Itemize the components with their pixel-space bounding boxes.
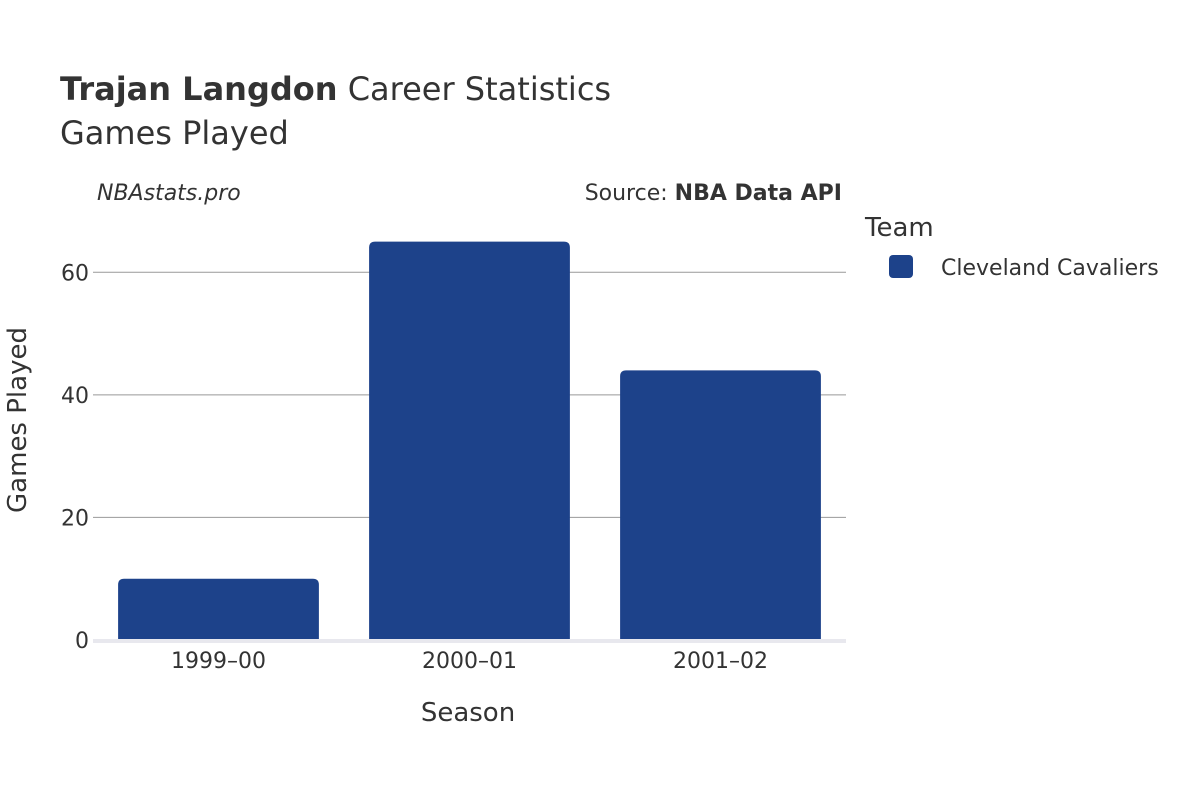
source-credit: Source: NBA Data API [585,181,842,206]
x-tick-label: 2000–01 [422,649,517,674]
x-axis-ticks: 1999–00 2000–01 2001–02 [171,649,768,674]
source-name: NBA Data API [675,181,842,206]
legend: Team Cleveland Cavaliers [864,213,1159,281]
legend-label: Cleveland Cavaliers [941,256,1159,281]
legend-items: Cleveland Cavaliers [889,255,1159,281]
y-tick-label: 40 [61,384,89,409]
source-prefix: Source: [585,181,675,206]
legend-swatch [889,255,913,278]
title-spacer [338,70,348,108]
x-axis-title: Season [421,698,515,728]
watermark: NBAstats.pro [97,181,241,206]
bars [118,241,821,640]
y-tick-label: 0 [75,629,89,654]
bar-2000–01 [369,241,570,640]
bar-1999–00 [118,578,319,640]
bar-2001–02 [620,370,821,640]
x-tick-label: 1999–00 [171,649,266,674]
legend-title: Team [864,213,934,243]
y-axis-ticks: 0 20 40 60 [61,261,89,654]
title-suffix: Career Statistics [348,70,611,108]
x-tick-label: 2001–02 [673,649,768,674]
player-name: Trajan Langdon [60,70,338,108]
y-tick-label: 60 [61,261,89,286]
chart-title: Trajan Langdon Career Statistics [60,70,611,108]
y-axis-title: Games Played [3,327,33,513]
chart-subtitle: Games Played [60,114,289,152]
y-tick-label: 20 [61,506,89,531]
